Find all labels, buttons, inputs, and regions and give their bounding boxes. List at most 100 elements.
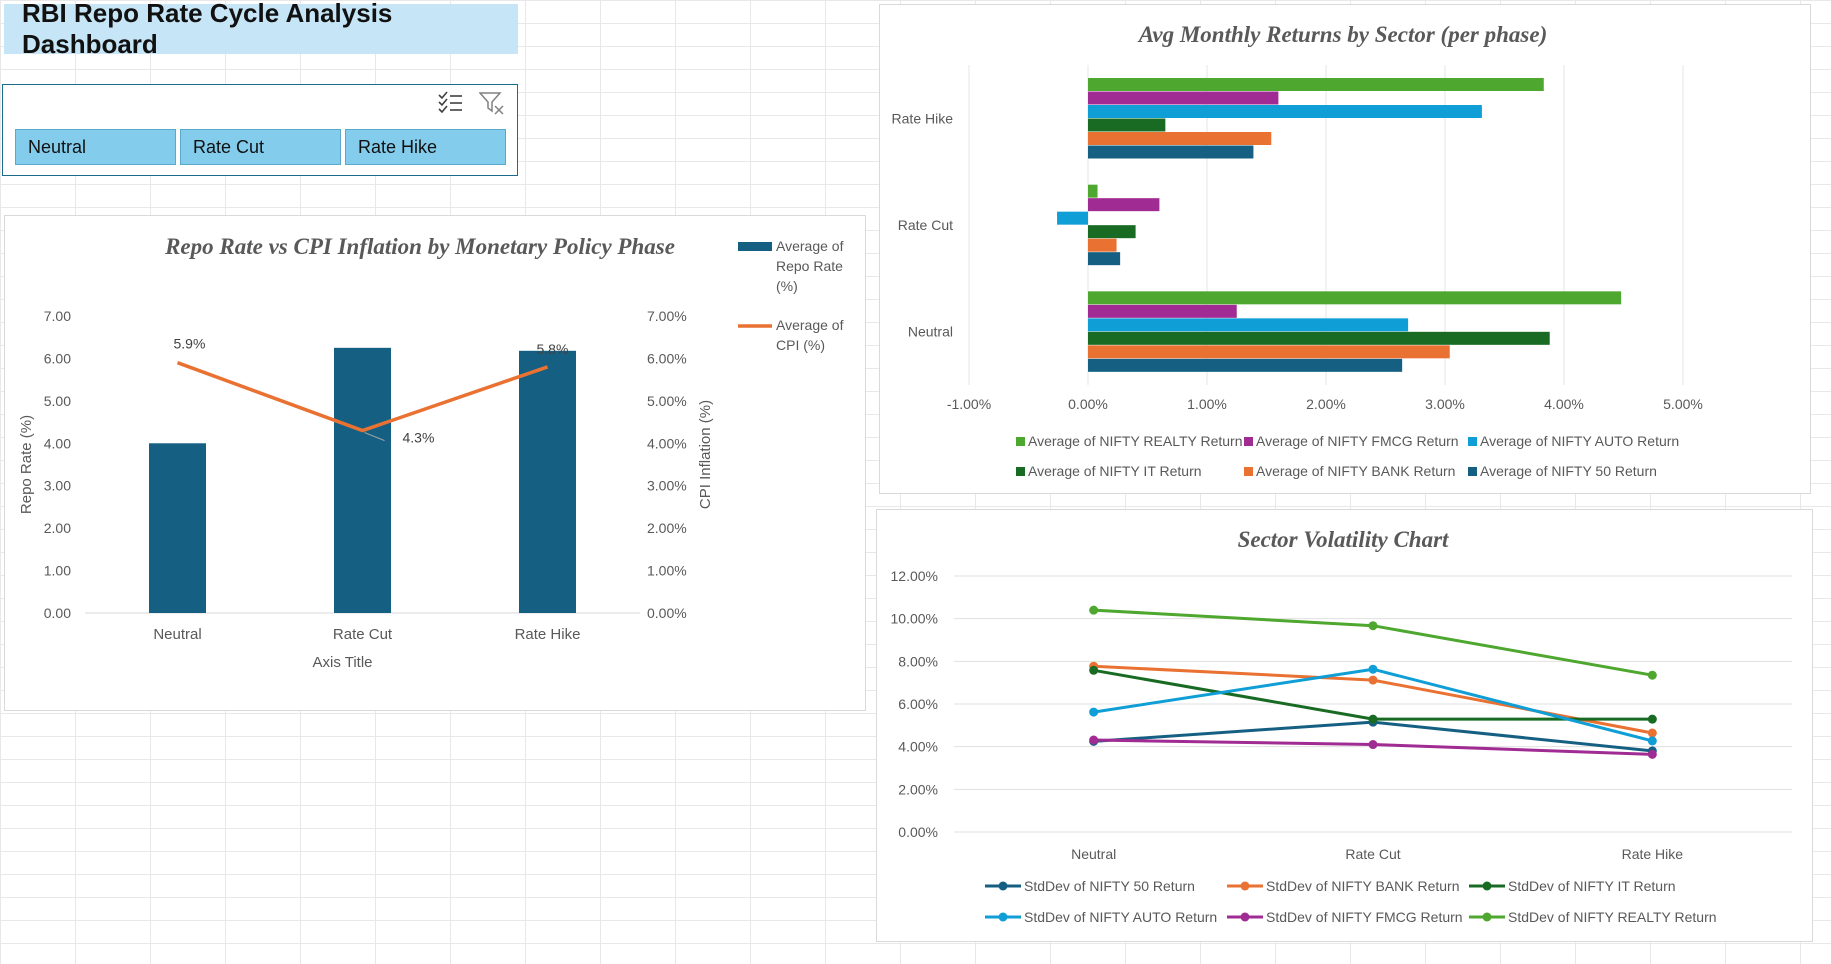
bar-average-of-nifty-it-return-rate-hike bbox=[1088, 118, 1166, 132]
sector-volatility-chart-panel[interactable]: Sector Volatility Chart 0.00% 2.00% 4.00% 6… bbox=[876, 509, 1813, 942]
x-axis-title: Axis Title bbox=[312, 654, 372, 671]
y-tick-label: 4.00 bbox=[44, 435, 71, 451]
y2-tick-label: 7.00% bbox=[647, 308, 687, 324]
bar-average-of-nifty-fmcg-return-rate-cut bbox=[1088, 198, 1160, 212]
x-tick-label: -1.00% bbox=[947, 396, 991, 412]
y-tick-label: 7.00 bbox=[44, 308, 71, 324]
y2-tick-label: 2.00% bbox=[647, 520, 687, 536]
y-tick-label: 6.00% bbox=[898, 696, 938, 712]
dashboard-title: RBI Repo Rate Cycle Analysis Dashboard bbox=[4, 0, 518, 59]
legend-label-stddev-of-nifty-bank-return: StdDev of NIFTY BANK Return bbox=[1266, 878, 1459, 894]
point-stddev-of-nifty-fmcg-return bbox=[1368, 740, 1378, 750]
legend-label-average-of-nifty-50-return: Average of NIFTY 50 Return bbox=[1480, 463, 1657, 479]
y2-tick-label: 3.00% bbox=[647, 478, 687, 494]
legend-label-repo: Average of Repo Rate (%) bbox=[776, 238, 844, 294]
point-stddev-of-nifty-fmcg-return bbox=[1647, 749, 1657, 759]
legend-label-stddev-of-nifty-realty-return: StdDev of NIFTY REALTY Return bbox=[1508, 909, 1717, 925]
slicer-toolbar bbox=[437, 91, 505, 115]
legend-swatch-average-of-nifty-fmcg-return bbox=[1244, 437, 1253, 446]
y2-tick-label: 6.00% bbox=[647, 350, 687, 366]
slicer-item-neutral[interactable]: Neutral bbox=[15, 129, 176, 165]
bar-average-of-nifty-fmcg-return-rate-hike bbox=[1088, 91, 1279, 105]
point-stddev-of-nifty-realty-return bbox=[1368, 621, 1378, 631]
x-tick-label: 4.00% bbox=[1544, 396, 1584, 412]
legend-marker-stddev-of-nifty-auto-return bbox=[998, 912, 1008, 922]
legend-swatch-average-of-nifty-50-return bbox=[1468, 467, 1477, 476]
point-stddev-of-nifty-it-return bbox=[1647, 714, 1657, 724]
y2-axis-title: CPI Inflation (%) bbox=[697, 400, 714, 509]
x-tick-label: Rate Hike bbox=[515, 626, 581, 643]
sector-returns-chart-panel[interactable]: Avg Monthly Returns by Sector (per phase… bbox=[879, 4, 1811, 494]
y-tick-label: 1.00 bbox=[44, 563, 71, 579]
bar-neutral bbox=[149, 443, 206, 613]
legend-label-average-of-nifty-fmcg-return: Average of NIFTY FMCG Return bbox=[1256, 433, 1459, 449]
legend-label-stddev-of-nifty-50-return: StdDev of NIFTY 50 Return bbox=[1024, 878, 1195, 894]
clear-filter-icon[interactable] bbox=[479, 91, 505, 115]
point-stddev-of-nifty-auto-return bbox=[1647, 736, 1657, 746]
y2-tick-label: 1.00% bbox=[647, 563, 687, 579]
cpi-data-label: 4.3% bbox=[403, 430, 435, 446]
cpi-data-label: 5.9% bbox=[174, 336, 206, 352]
y-tick-label: Rate Cut bbox=[898, 217, 953, 233]
y-tick-label: 2.00% bbox=[898, 781, 938, 797]
point-stddev-of-nifty-realty-return bbox=[1647, 670, 1657, 680]
bar-average-of-nifty-bank-return-neutral bbox=[1088, 345, 1450, 359]
legend-marker-stddev-of-nifty-it-return bbox=[1482, 881, 1492, 891]
y-tick-label: 0.00% bbox=[898, 824, 938, 840]
repo-cpi-chart-panel[interactable]: Repo Rate vs CPI Inflation by Monetary P… bbox=[4, 215, 866, 711]
bar-average-of-nifty-realty-return-rate-hike bbox=[1088, 78, 1544, 91]
x-tick-label: Neutral bbox=[153, 626, 201, 643]
x-tick-label: Rate Cut bbox=[333, 626, 393, 643]
point-stddev-of-nifty-it-return bbox=[1089, 665, 1099, 675]
chart-title: Repo Rate vs CPI Inflation by Monetary P… bbox=[164, 234, 675, 259]
slicer-item-rate-hike[interactable]: Rate Hike bbox=[345, 129, 506, 165]
chart-title: Avg Monthly Returns by Sector (per phase… bbox=[1137, 22, 1547, 47]
bar-average-of-nifty-realty-return-neutral bbox=[1088, 291, 1622, 305]
point-stddev-of-nifty-auto-return bbox=[1368, 664, 1378, 674]
point-stddev-of-nifty-auto-return bbox=[1089, 707, 1099, 717]
legend-label-stddev-of-nifty-it-return: StdDev of NIFTY IT Return bbox=[1508, 878, 1676, 894]
y-tick-label: Neutral bbox=[908, 324, 953, 340]
point-stddev-of-nifty-bank-return bbox=[1368, 675, 1378, 685]
bar-average-of-nifty-bank-return-rate-hike bbox=[1088, 132, 1272, 145]
bar-average-of-nifty-50-return-neutral bbox=[1088, 358, 1403, 372]
y2-tick-label: 0.00% bbox=[647, 605, 687, 621]
y-tick-label: 4.00% bbox=[898, 739, 938, 755]
point-stddev-of-nifty-realty-return bbox=[1089, 605, 1099, 615]
bar-average-of-nifty-it-return-neutral bbox=[1088, 331, 1550, 345]
legend-label-average-of-nifty-realty-return: Average of NIFTY REALTY Return bbox=[1028, 433, 1243, 449]
point-stddev-of-nifty-fmcg-return bbox=[1089, 735, 1099, 745]
legend-label-average-of-nifty-auto-return: Average of NIFTY AUTO Return bbox=[1480, 433, 1679, 449]
dashboard-title-text: RBI Repo Rate Cycle Analysis Dashboard bbox=[22, 0, 393, 59]
bar-rate-cut bbox=[334, 347, 391, 613]
bar-average-of-nifty-auto-return-rate-cut bbox=[1057, 211, 1088, 225]
slicer-item-rate-cut[interactable]: Rate Cut bbox=[180, 129, 341, 165]
legend-swatch-average-of-nifty-auto-return bbox=[1468, 437, 1477, 446]
x-tick-label: Neutral bbox=[1071, 846, 1116, 862]
x-tick-label: Rate Hike bbox=[1622, 846, 1684, 862]
legend-swatch-average-of-nifty-it-return bbox=[1016, 467, 1025, 476]
bar-average-of-nifty-it-return-rate-cut bbox=[1088, 225, 1136, 239]
bar-average-of-nifty-realty-return-rate-cut bbox=[1088, 184, 1098, 198]
point-stddev-of-nifty-it-return bbox=[1368, 714, 1378, 724]
chart-title: Sector Volatility Chart bbox=[1238, 527, 1449, 552]
legend-label-average-of-nifty-bank-return: Average of NIFTY BANK Return bbox=[1256, 463, 1455, 479]
y-tick-label: 10.00% bbox=[891, 611, 938, 627]
multi-select-icon[interactable] bbox=[437, 91, 463, 115]
y-tick-label: 6.00 bbox=[44, 350, 71, 366]
y-tick-label: 5.00 bbox=[44, 393, 71, 409]
bar-average-of-nifty-auto-return-neutral bbox=[1088, 318, 1409, 332]
sector-returns-chart: Avg Monthly Returns by Sector (per phase… bbox=[892, 22, 1703, 479]
data-label-leader bbox=[364, 432, 385, 442]
legend-label-stddev-of-nifty-auto-return: StdDev of NIFTY AUTO Return bbox=[1024, 909, 1217, 925]
bar-average-of-nifty-50-return-rate-cut bbox=[1088, 252, 1121, 266]
phase-slicer[interactable]: Neutral Rate Cut Rate Hike bbox=[2, 84, 518, 176]
x-tick-label: Rate Cut bbox=[1345, 846, 1400, 862]
cpi-line bbox=[176, 361, 549, 433]
legend-marker-stddev-of-nifty-bank-return bbox=[1240, 881, 1250, 891]
point-stddev-of-nifty-bank-return bbox=[1647, 728, 1657, 738]
y-tick-label: Rate Hike bbox=[892, 110, 954, 126]
legend-swatch-average-of-nifty-bank-return bbox=[1244, 467, 1253, 476]
y-tick-label: 12.00% bbox=[891, 568, 938, 584]
y-tick-label: 0.00 bbox=[44, 605, 71, 621]
